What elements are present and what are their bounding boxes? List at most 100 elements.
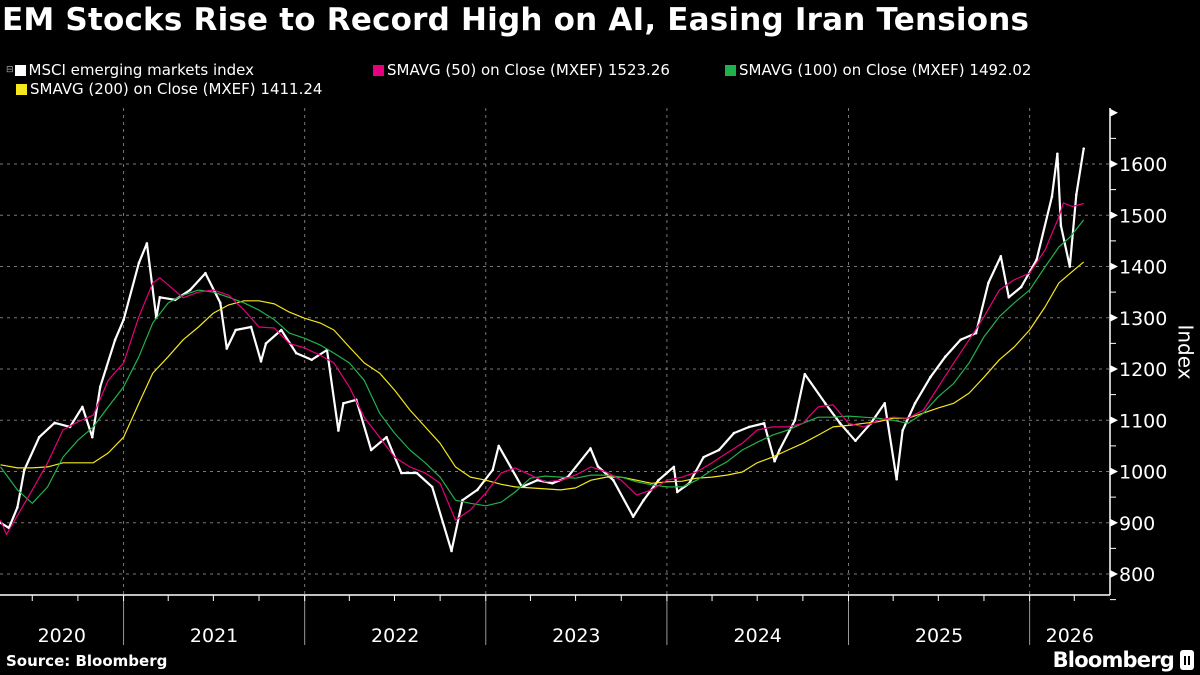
data-point-msci <box>854 439 857 443</box>
data-point-msci <box>342 402 345 405</box>
data-point-msci <box>259 360 263 363</box>
data-point-msci <box>204 271 207 275</box>
data-point-msci <box>838 422 842 425</box>
data-point-msci <box>476 488 479 492</box>
data-point-msci <box>657 478 660 482</box>
data-point-msci <box>762 422 766 425</box>
data-point-msci <box>1082 147 1086 150</box>
data-point-msci <box>294 351 298 355</box>
data-point-msci <box>823 402 827 405</box>
series-sma100-line <box>0 219 1085 507</box>
data-point-msci <box>53 421 56 425</box>
y-tick <box>1110 365 1118 373</box>
legend-swatch-sma50 <box>373 64 384 76</box>
data-point-msci <box>249 325 253 329</box>
data-point-msci <box>385 435 388 439</box>
data-point-msci <box>717 448 721 452</box>
data-point-msci <box>642 498 645 502</box>
y-tick-label: 1300 <box>1119 308 1167 330</box>
chart-title: EM Stocks Rise to Record High on AI, Eas… <box>2 2 1030 38</box>
data-point-msci <box>1019 285 1023 289</box>
data-point-msci <box>895 477 898 481</box>
x-tick-label: 2022 <box>371 625 419 647</box>
data-point-msci <box>23 468 26 472</box>
data-point-msci <box>631 515 635 518</box>
data-point-msci <box>803 372 807 376</box>
data-point-msci <box>987 281 990 285</box>
legend-swatch-sma200 <box>16 83 27 95</box>
legend-item-sma100: SMAVG (100) on Close (MXEF) 1492.02 <box>725 61 1031 79</box>
data-point-msci <box>415 471 419 475</box>
data-point-msci <box>497 444 500 448</box>
series-sma50-line <box>0 202 1084 536</box>
y-tick-label: 1100 <box>1119 410 1167 432</box>
data-point-msci <box>1074 193 1078 197</box>
y-tick <box>1110 313 1118 322</box>
data-point-msci <box>943 355 947 359</box>
data-point-msci <box>1059 224 1063 227</box>
data-point-msci <box>90 435 94 439</box>
legend-label-sma200: SMAVG (200) on Close (MXEF) <box>30 80 256 98</box>
x-tick-label: 2024 <box>734 625 782 647</box>
data-point-msci <box>369 448 373 452</box>
data-point-msci <box>929 375 932 379</box>
legend-item-msci: ⊟ MSCI emerging markets index <box>6 61 254 79</box>
data-point-msci <box>959 338 962 342</box>
y-tick <box>1110 570 1118 578</box>
data-point-msci <box>234 328 237 332</box>
data-point-msci <box>1035 258 1038 262</box>
y-tick-label: 900 <box>1119 513 1155 535</box>
y-axis-label: Index <box>1173 324 1198 380</box>
legend-swatch-msci <box>14 64 26 76</box>
data-point-msci <box>491 468 495 472</box>
data-point-msci <box>596 465 600 468</box>
data-point-msci <box>16 506 19 509</box>
y-tick-label: 1200 <box>1119 359 1167 381</box>
y-tick-label: 1400 <box>1119 257 1167 279</box>
series-msci-index-line <box>0 148 1085 553</box>
data-point-msci <box>145 242 149 245</box>
legend-swatch-sma100 <box>725 64 736 76</box>
data-point-msci <box>1007 295 1011 299</box>
x-tick-label: 2025 <box>915 625 963 647</box>
y-tick-label: 1600 <box>1119 154 1167 176</box>
series-sma200-line <box>0 261 1085 491</box>
data-point-msci <box>1056 152 1059 156</box>
data-point-msci <box>612 478 615 482</box>
data-point-msci <box>280 328 283 332</box>
logo-text: Bloomberg <box>1052 648 1175 672</box>
y-tick-label: 800 <box>1119 564 1155 586</box>
data-point-msci <box>188 288 192 292</box>
source-note: Source: Bloomberg <box>6 652 168 670</box>
x-tick-label: 2020 <box>38 625 86 647</box>
y-tick <box>1110 262 1118 271</box>
legend-item-sma200: SMAVG (200) on Close (MXEF) 1411.24 <box>16 80 322 98</box>
data-point-msci <box>550 481 554 485</box>
data-point-msci <box>430 485 434 489</box>
data-point-msci <box>1068 265 1072 268</box>
legend-label-sma100: SMAVG (100) on Close (MXEF) <box>739 61 965 79</box>
data-point-msci <box>264 342 268 345</box>
x-tick-label: 2023 <box>552 625 600 647</box>
data-point-msci <box>122 318 125 322</box>
y-tick <box>1110 160 1118 168</box>
data-point-msci <box>158 295 162 299</box>
data-point-msci <box>310 358 313 362</box>
data-point-msci <box>974 331 978 335</box>
data-point-msci <box>747 425 751 429</box>
legend-item-sma50: SMAVG (50) on Close (MXEF) 1523.26 <box>373 61 670 79</box>
data-point-msci <box>225 347 229 350</box>
data-point-msci <box>702 455 705 459</box>
data-point-msci <box>676 490 679 494</box>
data-point-msci <box>589 447 592 450</box>
data-point-msci <box>400 471 403 475</box>
data-point-msci <box>81 405 84 409</box>
y-tick <box>1110 108 1118 117</box>
data-point-msci <box>732 431 736 435</box>
bloomberg-mark-icon <box>1180 650 1194 670</box>
data-point-msci <box>450 549 453 553</box>
collapse-icon[interactable]: ⊟ <box>6 65 14 75</box>
data-point-msci <box>137 261 141 265</box>
data-point-msci <box>778 448 781 452</box>
